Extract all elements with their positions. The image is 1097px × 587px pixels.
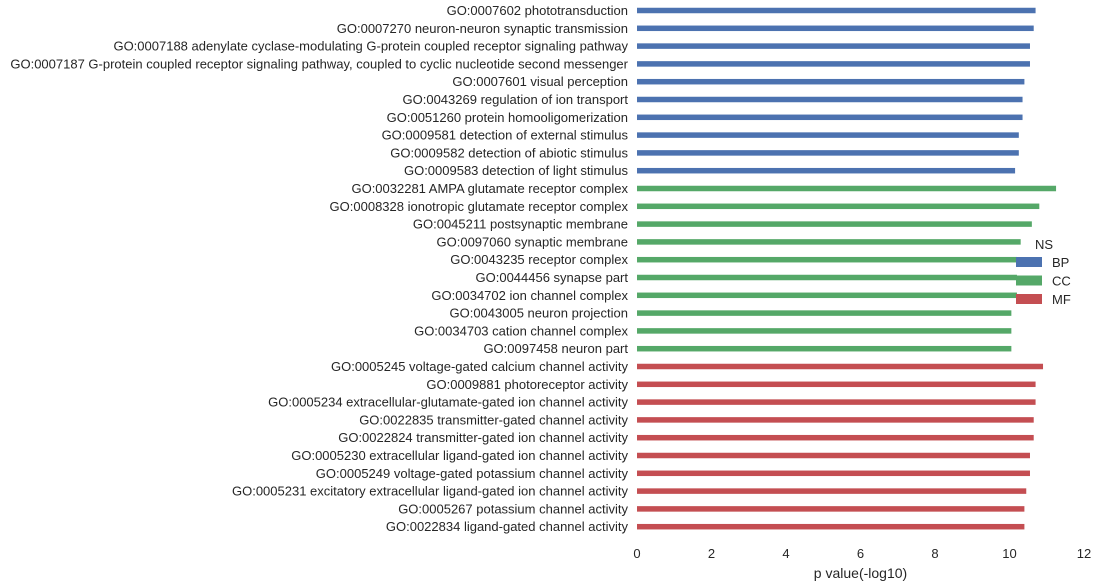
category-label: GO:0051260 protein homooligomerization: [387, 110, 628, 125]
category-label: GO:0034703 cation channel complex: [414, 323, 628, 338]
legend-swatch-mf: [1016, 294, 1042, 304]
category-label: GO:0005230 extracellular ligand-gated io…: [291, 448, 628, 463]
bar-mf: [637, 523, 1025, 530]
category-label: GO:0009583 detection of light stimulus: [404, 163, 629, 178]
category-labels: GO:0007602 phototransduction GO:0007270 n…: [10, 3, 628, 534]
category-label: GO:0043235 receptor complex: [450, 252, 628, 267]
category-label: GO:0007270 neuron-neuron synaptic transm…: [337, 21, 628, 36]
x-axis-ticks: 0 2 4 6 8 10 12: [633, 546, 1091, 561]
bar-bp: [637, 167, 1016, 174]
x-tick-label: 6: [857, 546, 864, 561]
bar-mf: [637, 363, 1044, 370]
category-label: GO:0009582 detection of abiotic stimulus: [390, 145, 628, 160]
bar-bp: [637, 132, 1019, 138]
category-label: GO:0007602 phototransduction: [447, 3, 628, 18]
category-label: GO:0097458 neuron part: [483, 341, 628, 356]
legend-label-mf: MF: [1052, 292, 1071, 307]
category-label: GO:0044456 synapse part: [476, 270, 629, 285]
x-tick-label: 0: [633, 546, 640, 561]
x-tick-label: 12: [1077, 546, 1091, 561]
category-label: GO:0007188 adenylate cyclase-modulating …: [113, 39, 628, 54]
x-tick-label: 2: [708, 546, 715, 561]
category-label: GO:0005245 voltage-gated calcium channel…: [331, 359, 629, 374]
category-label: GO:0009581 detection of external stimulu…: [382, 128, 629, 143]
bar-cc: [637, 274, 1017, 281]
bar-bp: [637, 7, 1036, 14]
category-label: GO:0022824 transmitter-gated ion channel…: [338, 430, 628, 445]
category-label: GO:0007187 G-protein coupled receptor si…: [10, 56, 628, 71]
legend-title: NS: [1035, 237, 1053, 252]
bar-cc: [637, 203, 1040, 210]
bar-cc: [637, 310, 1012, 316]
bar-mf: [637, 434, 1034, 441]
bar-mf: [637, 452, 1030, 459]
category-label: GO:0005231 excitatory extracellular liga…: [232, 484, 629, 499]
legend-swatch-bp: [1016, 257, 1042, 267]
bar-mf: [637, 506, 1025, 512]
legend-label-cc: CC: [1052, 274, 1071, 289]
x-axis-title: p value(-log10): [814, 565, 907, 581]
bar-mf: [637, 488, 1027, 494]
category-label: GO:0005267 potassium channel activity: [398, 501, 628, 516]
category-label: GO:0043005 neuron projection: [449, 306, 628, 321]
category-label: GO:0022834 ligand-gated channel activity: [386, 519, 629, 534]
bar-mf: [637, 381, 1036, 388]
category-label: GO:0007601 visual perception: [452, 74, 628, 89]
category-label: GO:0045211 postsynaptic membrane: [413, 217, 628, 232]
category-label: GO:0097060 synaptic membrane: [437, 234, 629, 249]
bar-bp: [637, 78, 1025, 85]
bar-bp: [637, 43, 1030, 49]
bar-mf: [637, 470, 1030, 477]
legend: NS BP CC MF: [1016, 237, 1071, 307]
bar-cc: [637, 345, 1012, 352]
x-tick-label: 4: [782, 546, 789, 561]
bar-bp: [637, 114, 1023, 121]
category-label: GO:0022835 transmitter-gated channel act…: [359, 412, 628, 427]
bar-mf: [637, 417, 1034, 423]
category-label: GO:0005249 voltage-gated potassium chann…: [316, 466, 629, 481]
bar-cc: [637, 221, 1032, 227]
bar-bp: [637, 150, 1019, 156]
category-label: GO:0032281 AMPA glutamate receptor compl…: [351, 181, 628, 196]
bar-cc: [637, 328, 1012, 334]
bar-cc: [637, 256, 1017, 263]
x-tick-label: 10: [1002, 546, 1016, 561]
category-label: GO:0034702 ion channel complex: [431, 288, 628, 303]
x-tick-label: 8: [931, 546, 938, 561]
bars-layer: [637, 7, 1057, 530]
bar-mf: [637, 399, 1036, 405]
bar-cc: [637, 292, 1017, 299]
bar-bp: [637, 25, 1034, 32]
legend-swatch-cc: [1016, 275, 1042, 286]
bar-cc: [637, 239, 1021, 245]
bar-bp: [637, 61, 1030, 67]
legend-label-bp: BP: [1052, 255, 1069, 270]
bar-cc: [637, 185, 1057, 192]
category-label: GO:0008328 ionotropic glutamate receptor…: [330, 199, 629, 214]
category-label: GO:0009881 photoreceptor activity: [426, 377, 628, 392]
category-label: GO:0043269 regulation of ion transport: [403, 92, 629, 107]
category-label: GO:0005234 extracellular-glutamate-gated…: [268, 395, 628, 410]
bar-bp: [637, 96, 1023, 103]
